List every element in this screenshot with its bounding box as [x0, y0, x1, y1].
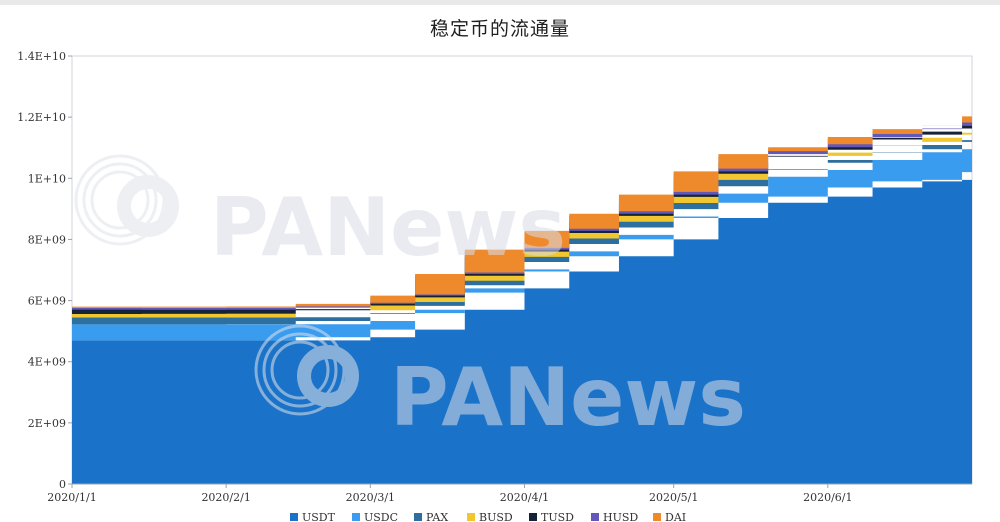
y-tick-label: 6E+09	[28, 295, 66, 308]
legend-item-pax: PAX	[414, 511, 448, 522]
watermark-logo: PANews	[74, 154, 566, 274]
y-tick-label: 2E+09	[28, 417, 66, 430]
watermark-text: PANews	[390, 351, 746, 444]
legend-item-dai: DAI	[653, 511, 686, 522]
legend-item-husd: HUSD	[591, 511, 638, 522]
x-tick-label: 2020/5/1	[649, 491, 698, 504]
legend-label: PAX	[426, 511, 448, 522]
legend-swatch	[467, 513, 475, 521]
watermark-text: PANews	[210, 181, 566, 274]
legend-swatch	[290, 513, 298, 521]
x-tick-label: 2020/4/1	[500, 491, 549, 504]
legend-swatch	[591, 513, 599, 521]
y-tick-label: 1E+10	[28, 172, 66, 185]
y-tick-label: 8E+09	[28, 233, 66, 246]
series-area-pax	[72, 132, 972, 325]
legend-item-busd: BUSD	[467, 511, 513, 522]
x-axis: 2020/1/1 2020/2/1 2020/3/1 2020/4/1 2020/5/1…	[47, 484, 853, 504]
watermark-ring	[262, 332, 338, 408]
legend-swatch	[352, 513, 360, 521]
legend: USDT USDC PAX BUSD TUSD HUSD DAI	[290, 511, 686, 522]
series-area-dai	[72, 112, 972, 308]
legend-swatch	[653, 513, 661, 521]
x-tick-label: 2020/2/1	[201, 491, 250, 504]
series-area-usdc	[72, 140, 972, 341]
legend-item-usdc: USDC	[352, 511, 398, 522]
legend-swatch	[529, 513, 537, 521]
watermark-ring	[270, 340, 330, 400]
watermark-ring	[90, 170, 150, 230]
watermark-ring	[82, 162, 158, 238]
legend-label: USDT	[302, 511, 336, 522]
legend-label: HUSD	[603, 511, 638, 522]
y-tick-label: 0	[59, 478, 66, 491]
legend-item-usdt: USDT	[290, 511, 336, 522]
y-axis: 0 2E+09 4E+09 6E+09 8E+09 1E+10 1.2E+10 1.4E+10	[17, 50, 72, 491]
watermark-layer: PANews PANews	[74, 154, 746, 444]
watermark-ring	[117, 175, 179, 237]
legend-swatch	[414, 513, 422, 521]
watermark-ring	[297, 345, 359, 407]
legend-label: BUSD	[479, 511, 513, 522]
legend-label: TUSD	[541, 511, 574, 522]
watermark-logo: PANews	[254, 324, 746, 444]
chart-title: 稳定币的流通量	[429, 18, 570, 40]
legend-item-tusd: TUSD	[529, 511, 574, 522]
top-divider	[0, 0, 1000, 5]
x-tick-label: 2020/3/1	[346, 491, 395, 504]
legend-label: DAI	[665, 511, 686, 522]
x-tick-label: 2020/1/1	[47, 491, 96, 504]
legend-label: USDC	[364, 511, 398, 522]
y-tick-label: 4E+09	[28, 356, 66, 369]
y-tick-label: 1.4E+10	[17, 50, 66, 63]
x-tick-label: 2020/6/1	[803, 491, 852, 504]
y-tick-label: 1.2E+10	[17, 111, 66, 124]
